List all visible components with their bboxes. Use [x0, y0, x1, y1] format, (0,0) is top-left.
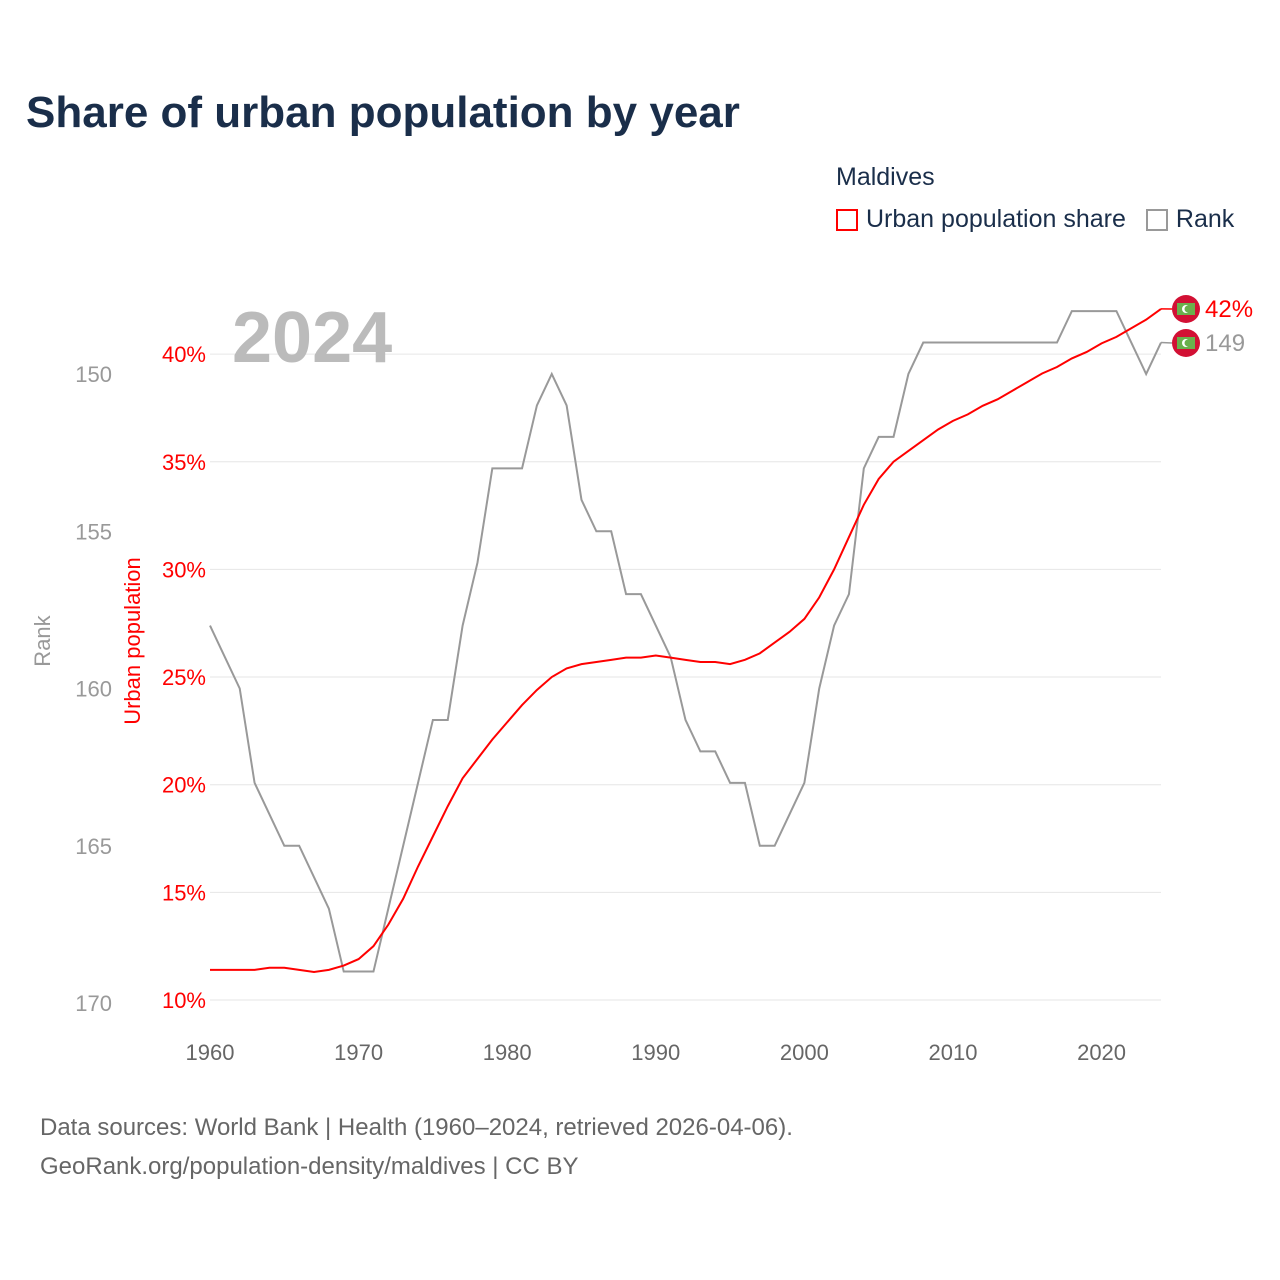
rank-tick-label: 160 — [75, 677, 112, 702]
x-tick-label: 2020 — [1077, 1040, 1126, 1065]
rank-tick-label: 150 — [75, 362, 112, 387]
legend-label-rank: Rank — [1175, 205, 1235, 233]
left-tick-label: 35% — [162, 450, 206, 475]
left-tick-label: 10% — [162, 988, 206, 1013]
x-tick-label: 1960 — [186, 1040, 235, 1065]
x-tick-label: 1970 — [334, 1040, 383, 1065]
rank-tick-label: 170 — [75, 991, 112, 1016]
left-tick-label: 15% — [162, 880, 206, 905]
legend-swatch-urban — [836, 208, 858, 231]
left-tick-label: 25% — [162, 665, 206, 690]
rank-flag-crescent-cut — [1184, 339, 1192, 347]
legend-swatch-rank — [1145, 208, 1168, 231]
footer: Data sources: World Bank | Health (1960–… — [40, 1108, 793, 1186]
left-axis-label: Urban population — [120, 557, 145, 725]
urban-line — [210, 308, 1162, 974]
legend-item-urban[interactable]: Urban population share — [836, 205, 1126, 234]
footer-link[interactable]: GeoRank.org/population-density/maldives … — [40, 1153, 579, 1180]
left-tick-label: 40% — [162, 342, 206, 367]
year-watermark: 2024 — [232, 298, 392, 378]
x-tick-label: 2000 — [780, 1040, 829, 1065]
left-tick-label: 30% — [162, 557, 206, 582]
urban-end-label: 42% — [1205, 296, 1253, 323]
urban-flag-crescent-cut — [1184, 305, 1192, 313]
legend-label-urban: Urban population share — [866, 205, 1126, 233]
rank-axis-label: Rank — [30, 614, 55, 666]
rank-line — [209, 310, 1162, 973]
x-tick-label: 1990 — [631, 1040, 680, 1065]
x-tick-label: 1980 — [483, 1040, 532, 1065]
rank-tick-label: 155 — [75, 519, 112, 544]
legend: Urban population share Rank — [836, 205, 1254, 234]
legend-item-rank[interactable]: Rank — [1145, 205, 1235, 234]
rank-tick-label: 165 — [75, 834, 112, 859]
x-tick-label: 2010 — [928, 1040, 977, 1065]
legend-title: Maldives — [836, 163, 935, 191]
left-tick-label: 20% — [162, 773, 206, 798]
rank-end-label: 149 — [1205, 330, 1245, 357]
footer-sources: Data sources: World Bank | Health (1960–… — [40, 1114, 793, 1141]
chart-title: Share of urban population by year — [26, 88, 740, 137]
